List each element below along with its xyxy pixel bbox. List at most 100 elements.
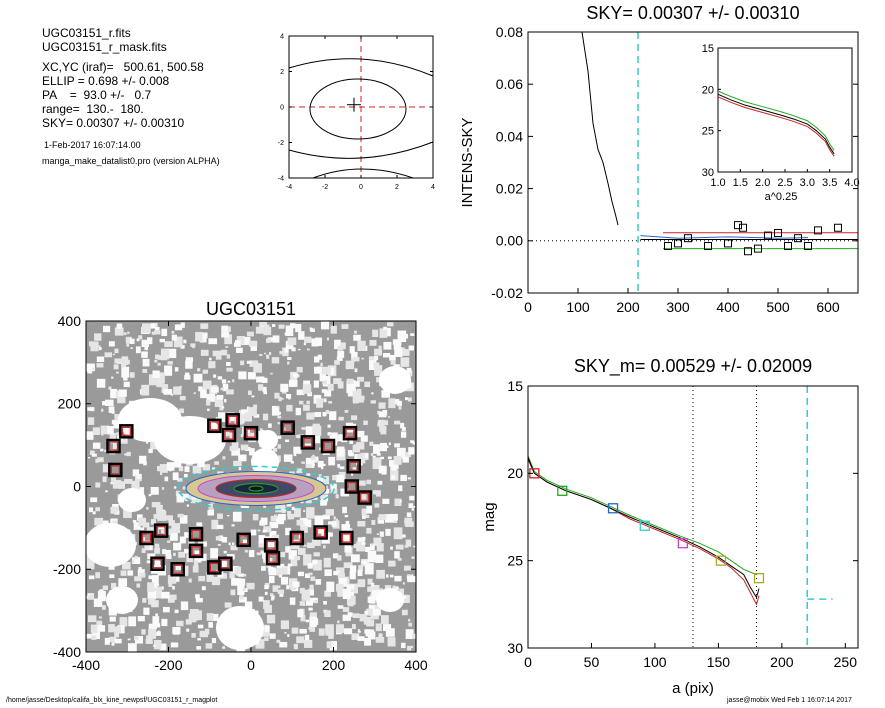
image-speckle-dot (412, 633, 416, 639)
image-speckle-dot (369, 543, 375, 551)
image-speckle-dot (123, 332, 127, 336)
image-speckle-dot (404, 333, 408, 339)
image-speckle-dot (180, 601, 189, 611)
image-speckle-dot (332, 474, 337, 481)
image-speckle-dot (281, 397, 284, 400)
image-speckle-dot (317, 460, 324, 468)
image-speckle-dot (377, 517, 385, 524)
image-speckle-dot (271, 357, 280, 364)
image-speckle-dot (276, 567, 284, 573)
image-speckle-dot (361, 560, 368, 565)
inset-xlabel: a^0.25 (765, 191, 798, 203)
image-speckle-dot (337, 620, 340, 624)
image-speckle-dot (359, 613, 368, 622)
header-info: UGC03151_r.fits UGC03151_r_mask.fits XC,… (42, 26, 220, 168)
image-speckle-dot (272, 335, 280, 343)
inset-xaxis-label: 1.5 (733, 177, 748, 189)
image-speckle-dot (141, 339, 149, 347)
image-speckle-dot (111, 376, 114, 379)
image-sky-box (150, 556, 165, 571)
image-speckle-dot (280, 576, 289, 585)
image-speckle-dot (246, 582, 255, 590)
image-speckle-dot (269, 633, 276, 639)
image-sky-box-inner (268, 553, 278, 563)
image-speckle-dot (224, 338, 231, 345)
image-speckle-dot (287, 361, 290, 365)
image-speckle-dot (248, 407, 257, 416)
image-speckle-dot (188, 578, 192, 583)
image-speckle-dot (132, 520, 137, 523)
image-speckle-dot (174, 367, 179, 372)
image-speckle-dot (305, 619, 310, 623)
image-speckle-dot (293, 643, 298, 650)
image-speckle-dot (98, 347, 102, 351)
sky-data-box (754, 244, 762, 253)
image-speckle-dot (300, 614, 306, 622)
image-speckle-dot (150, 519, 156, 525)
image-speckle-dot (306, 400, 310, 404)
image-speckle-dot (352, 356, 360, 362)
image-speckle-dot (306, 511, 312, 516)
image-speckle-dot (268, 352, 272, 356)
image-speckle-dot (143, 607, 150, 615)
image-speckle-dot (202, 464, 211, 471)
header-program: manga_make_datalist0.pro (version ALPHA) (42, 156, 220, 166)
image-speckle-dot (356, 430, 365, 438)
image-speckle-dot (271, 405, 280, 416)
image-speckle-dot (314, 515, 324, 527)
image-speckle-dot (150, 486, 159, 495)
inset-yaxis-label: 25 (702, 126, 714, 138)
image-speckle-dot (153, 644, 156, 647)
image-speckle-dot (336, 624, 344, 633)
image-speckle-dot (144, 346, 148, 351)
image-speckle-dot (286, 404, 293, 412)
image-speckle-dot (401, 426, 406, 431)
image-speckle-dot (302, 384, 312, 394)
image-speckle-dot (137, 616, 145, 622)
mag-xaxis-label: 200 (770, 654, 794, 670)
image-speckle-dot (270, 372, 273, 375)
image-speckle-dot (312, 432, 321, 444)
sky-data-box (664, 242, 672, 251)
image-speckle-dot (389, 513, 398, 521)
image-speckle-dot (147, 590, 157, 600)
image-speckle-dot (198, 386, 203, 392)
image-speckle-dot (88, 575, 95, 580)
image-masked-region (379, 366, 411, 394)
header-line: SKY= 0.00307 +/- 0.00310 (42, 116, 185, 130)
image-speckle-dot (353, 334, 361, 341)
image-speckle-dot (342, 589, 351, 600)
image-speckle-dot (380, 420, 389, 426)
image-sky-box (243, 425, 259, 441)
image-speckle-dot (294, 508, 301, 518)
image-outer-isophote (177, 465, 335, 512)
image-speckle-dot (347, 612, 353, 617)
image-speckle-dot (154, 359, 158, 363)
image-speckle-dot (258, 540, 266, 548)
mag-xlabel: a (pix) (672, 680, 714, 697)
image-speckle-dot (153, 514, 158, 519)
image-speckle-dot (345, 520, 350, 525)
image-speckle-dot (202, 369, 209, 374)
image-speckle-dot (108, 386, 112, 390)
image-speckle-dot (279, 566, 282, 569)
image-speckle-dot (361, 542, 366, 545)
image-speckle-dot (401, 609, 408, 616)
image-speckle-dot (167, 577, 177, 584)
image-speckle-dot (390, 359, 396, 365)
image-speckle-dot (349, 439, 354, 445)
image-speckle-dot (251, 395, 255, 398)
image-speckle-dot (240, 578, 246, 586)
image-speckle-dot (151, 575, 159, 584)
image-speckle-dot (343, 562, 353, 569)
image-speckle-dot (393, 519, 398, 523)
image-speckle-dot (287, 516, 291, 520)
image-speckle-dot (357, 395, 364, 403)
image-speckle-dot (389, 354, 396, 361)
image-masked-region (118, 488, 146, 512)
image-speckle-dot (210, 386, 219, 393)
image-speckle-dot (287, 503, 292, 507)
image-speckle-dot (121, 366, 130, 378)
image-speckle-dot (374, 356, 379, 361)
image-speckle-dot (402, 534, 406, 538)
